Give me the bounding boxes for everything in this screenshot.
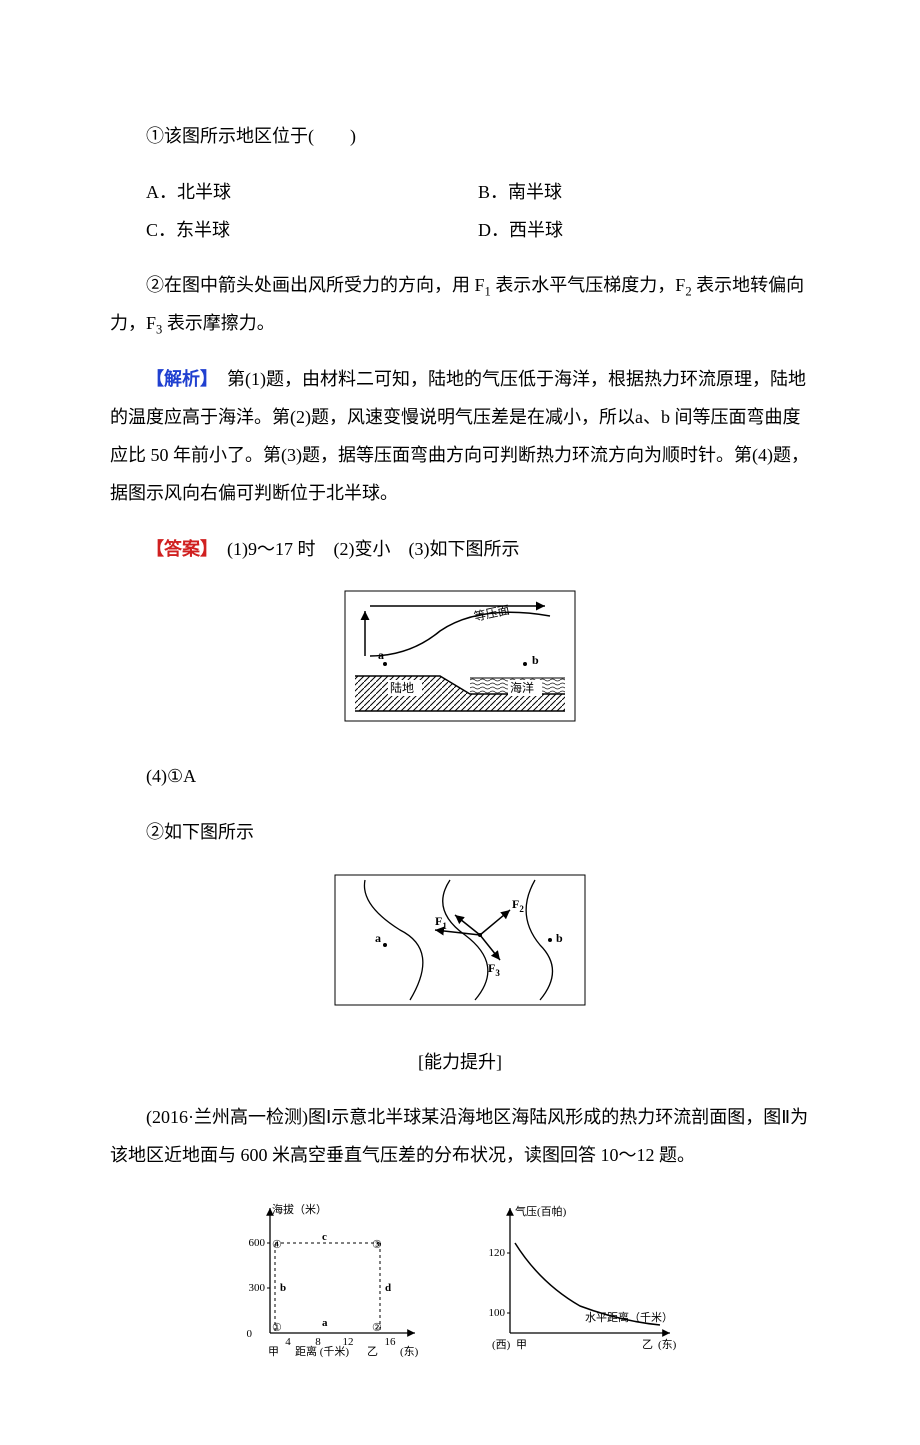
fig3-c: c (322, 1231, 327, 1243)
option-b: B．南半球 (478, 174, 810, 212)
fig2-svg: a b F1 F2 F3 (330, 870, 590, 1010)
fig3-y600: 600 (249, 1237, 266, 1249)
gap (209, 369, 227, 389)
fig3-xlabel-r: 水平距离（千米） (585, 1310, 673, 1324)
answer-label: 【答案】 (146, 539, 209, 559)
fig3-y120: 120 (489, 1247, 506, 1259)
fig3-yaxis: 海拔（米） (272, 1202, 327, 1216)
fig2-b: b (556, 931, 563, 945)
q1-stem: ①该图所示地区位于( ) (110, 118, 810, 156)
section-head: [能力提升] (110, 1044, 810, 1082)
fig1-sea: 海洋 (510, 680, 534, 695)
fig3-n1: ① (272, 1322, 282, 1334)
fig3-west-r: (西) (492, 1339, 511, 1351)
page: ①该图所示地区位于( ) A．北半球 B．南半球 C．东半球 D．西半球 ②在图… (0, 0, 920, 1445)
option-a: A．北半球 (146, 174, 478, 212)
fig3-y300: 300 (249, 1282, 266, 1294)
answer-line: 【答案】 (1)9～17 时 (2)变小 (3)如下图所示 (110, 531, 810, 569)
fig3-n3: ③ (372, 1239, 382, 1251)
q2-part-d: 表示摩擦力。 (162, 313, 275, 333)
option-c: C．东半球 (146, 212, 478, 250)
q2-part-b: 表示水平气压梯度力，F (491, 275, 686, 295)
passage: (2016·兰州高一检测)图Ⅰ示意北半球某沿海地区海陆风形成的热力环流剖面图，图… (110, 1099, 810, 1175)
fig2-a: a (375, 931, 381, 945)
fig3-svg: 海拔（米） 0 300 600 ④ ③ ① ② c a b d (220, 1193, 700, 1363)
fig3-yaxis-r: 气压(百帕) (515, 1204, 567, 1218)
answer-4-2: ②如下图所示 (110, 814, 810, 852)
analysis-body: 第(1)题，由材料二可知，陆地的气压低于海洋，根据热力环流原理，陆地的温度应高于… (110, 369, 809, 502)
analysis-label: 【解析】 (146, 369, 209, 389)
fig3-jia: 甲 (268, 1346, 279, 1358)
fig3-yi: 乙 (367, 1345, 378, 1358)
figure-3: 海拔（米） 0 300 600 ④ ③ ① ② c a b d (110, 1193, 810, 1377)
fig3-yi-r: 乙 (642, 1338, 653, 1351)
fig1-svg: 等压面 a b 陆地 海洋 (340, 586, 580, 726)
analysis-para: 【解析】 第(1)题，由材料二可知，陆地的气压低于海洋，根据热力环流原理，陆地的… (110, 361, 810, 512)
answer-body: (1)9～17 时 (2)变小 (3)如下图所示 (227, 539, 519, 559)
q2-part-a: ②在图中箭头处画出风所受力的方向，用 F (146, 275, 485, 295)
fig3-east-l: (东) (400, 1345, 419, 1358)
figure-1: 等压面 a b 陆地 海洋 (110, 586, 810, 740)
fig3-n4: ④ (272, 1239, 282, 1251)
figure-2: a b F1 F2 F3 (110, 870, 810, 1024)
fig3-b2: b (280, 1282, 286, 1294)
fig1-land: 陆地 (390, 680, 414, 695)
q1-options: A．北半球 B．南半球 C．东半球 D．西半球 (110, 174, 810, 250)
fig3-east-r: (东) (658, 1338, 677, 1351)
fig1-b: b (532, 653, 539, 667)
fig3-x4: 4 (285, 1336, 291, 1348)
fig3-jia-r: 甲 (516, 1339, 527, 1351)
fig3-x16: 16 (385, 1336, 397, 1348)
fig1-a: a (378, 648, 384, 662)
answer-4-1: (4)①A (110, 758, 810, 796)
option-d: D．西半球 (478, 212, 810, 250)
fig3-d: d (385, 1282, 391, 1294)
fig3-y100: 100 (489, 1307, 506, 1319)
q2-stem: ②在图中箭头处画出风所受力的方向，用 F1 表示水平气压梯度力，F2 表示地转偏… (110, 267, 810, 343)
fig3-y0: 0 (247, 1328, 253, 1340)
fig3-a2: a (322, 1317, 328, 1329)
fig3-n2: ② (372, 1322, 382, 1334)
fig3-xlabel: 距离 (千米) (295, 1344, 349, 1358)
gap (209, 539, 227, 559)
